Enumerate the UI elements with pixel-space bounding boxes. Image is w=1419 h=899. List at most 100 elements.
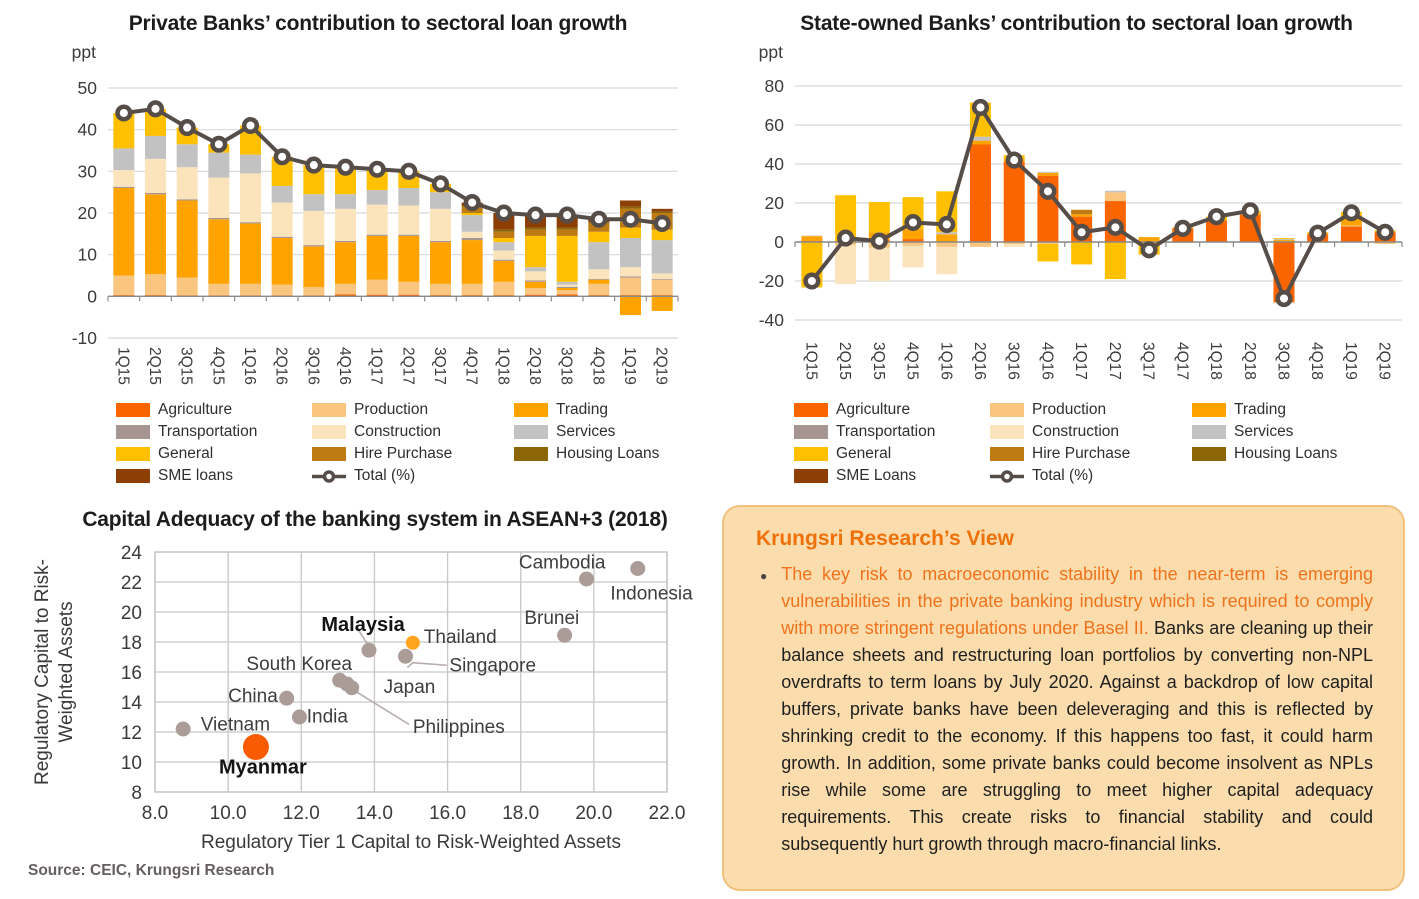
point-label-brunei: Brunei (524, 608, 579, 629)
x-tick-label: 8.0 (142, 803, 168, 824)
legend-label: Production (354, 401, 429, 418)
legend-label: Trading (1234, 401, 1286, 418)
bar-segment-production (366, 279, 388, 295)
bar-segment-general (113, 113, 135, 149)
legend-label: SME loans (158, 467, 233, 484)
x-tick-label: 16.0 (429, 803, 466, 824)
view-text-highlight: The key risk to macroeconomic stability … (781, 564, 1373, 638)
legend-label: Hire Purchase (354, 445, 453, 462)
bar-segment-production (525, 288, 546, 295)
x-tick-label: 18.0 (502, 803, 539, 824)
leader-line-singapore (406, 661, 447, 669)
data-point-indonesia (630, 561, 646, 576)
bar-segment-production (430, 283, 451, 296)
bar-segment-agriculture (556, 294, 578, 297)
point-label-india: India (307, 706, 349, 727)
data-point-myanmar (242, 734, 269, 760)
bar-segment-agriculture (902, 239, 924, 242)
y-tick-label: 30 (78, 161, 98, 181)
legend-item-production: Production (312, 399, 514, 421)
x-tick-label: 2Q16 (971, 342, 988, 380)
y-tick-label: 20 (765, 193, 785, 213)
bar-segment-transportation (271, 236, 293, 238)
x-axis-title: Regulatory Tier 1 Capital to Risk-Weight… (201, 832, 621, 853)
total-marker (971, 98, 990, 116)
bar-segment-housing_loans (525, 227, 546, 230)
bar-segment-production (1340, 225, 1362, 227)
state-banks-chart-panel: State-owned Banks’ contribution to secto… (710, 0, 1419, 497)
point-label-malaysia: Malaysia (321, 614, 405, 636)
y-tick-label: 80 (765, 76, 785, 96)
bar-segment-transportation (461, 238, 483, 241)
x-tick-label: 3Q17 (1140, 342, 1157, 380)
bar-segment-trading (271, 238, 293, 285)
legend-item-housing_loans: Housing Loans (1192, 443, 1337, 465)
bar-segment-housing_loans (651, 211, 673, 213)
legend-item-construction: Construction (312, 421, 514, 443)
legend-column: Trading Services Housing Loans (1192, 399, 1337, 487)
bar-segment-production (620, 277, 641, 296)
capital-adequacy-chart: 8.0 10.0 12.0 14.0 16.0 18.0 20.0 22.0 8 10 12 14 16… (32, 543, 693, 853)
legend-column: Production Construction Hire Purchase Total… (312, 399, 514, 487)
x-tick-label: 1Q15 (802, 342, 819, 380)
bar-segment-trading (936, 234, 958, 242)
bar-segment-services (801, 235, 823, 237)
x-tick-label: 1Q16 (241, 347, 258, 385)
bar-segment-transportation (145, 193, 166, 195)
legend-swatch-production (312, 403, 346, 417)
point-label-myanmar: Myanmar (219, 756, 307, 778)
bar-segment-trading (1138, 237, 1160, 242)
legend-swatch-trading (514, 403, 548, 417)
bar-segment-transportation (620, 276, 641, 278)
point-label-cambodia: Cambodia (519, 553, 606, 574)
total-marker (210, 135, 228, 153)
legend-label: Construction (1032, 423, 1120, 440)
bar-segment-general (271, 156, 293, 186)
legend-swatch-housing_loans (1192, 447, 1226, 461)
legend-label: Housing Loans (556, 445, 660, 462)
legend-swatch-construction (312, 425, 346, 439)
leader-line-philippines (354, 690, 410, 726)
research-view-bullet: ● The key risk to macroeconomic stabilit… (756, 561, 1373, 858)
y-tick-label: 18 (121, 633, 142, 654)
bar-segment-services (969, 136, 991, 141)
data-point-vietnam (175, 721, 191, 737)
legend-item-transportation: Transportation (116, 421, 312, 443)
legend-label: Hire Purchase (1032, 445, 1131, 462)
bar-segment-agriculture (335, 294, 356, 297)
legend-label: General (836, 445, 892, 462)
y-tick-label: 10 (121, 753, 142, 774)
bar-segment-construction (271, 202, 293, 237)
y-tick-label: 14 (121, 693, 143, 714)
legend-item-production: Production (990, 399, 1192, 421)
bar-segment-services (651, 240, 673, 274)
legend-item-general: General (116, 443, 312, 465)
total-marker (178, 119, 196, 137)
legend-item-services: Services (514, 421, 659, 443)
bar-segment-transportation (208, 218, 230, 220)
legend-item-agriculture: Agriculture (794, 399, 990, 421)
bar-segment-construction (113, 170, 135, 187)
bar-segment-hire_purchase (493, 231, 515, 238)
bar-segment-trading (240, 223, 261, 284)
bar-segment-general (1273, 238, 1295, 240)
total-marker (305, 156, 323, 174)
data-point-india (291, 709, 307, 725)
y-tick-label: 0 (774, 232, 784, 252)
bar-segment-construction (835, 244, 857, 284)
capital-adequacy-panel: Capital Adequacy of the banking system i… (0, 497, 710, 899)
bar-segment-construction (430, 208, 451, 241)
legend-swatch-construction (990, 425, 1024, 439)
bar-segment-services (176, 144, 198, 168)
view-text-body: Banks are cleaning up their balance shee… (781, 618, 1374, 854)
bar-segment-general (868, 202, 890, 233)
research-view-title: Krungsri Research’s View (756, 527, 1014, 550)
bar-segment-sme_loans (651, 208, 673, 212)
bar-segment-services (1037, 171, 1059, 173)
x-tick-label: 3Q15 (870, 342, 887, 380)
bar-segment-production (493, 281, 515, 296)
legend-label: Agriculture (836, 401, 911, 418)
legend-label: Construction (354, 423, 442, 440)
bar-segment-transportation (398, 234, 420, 236)
total-marker (1106, 218, 1124, 236)
